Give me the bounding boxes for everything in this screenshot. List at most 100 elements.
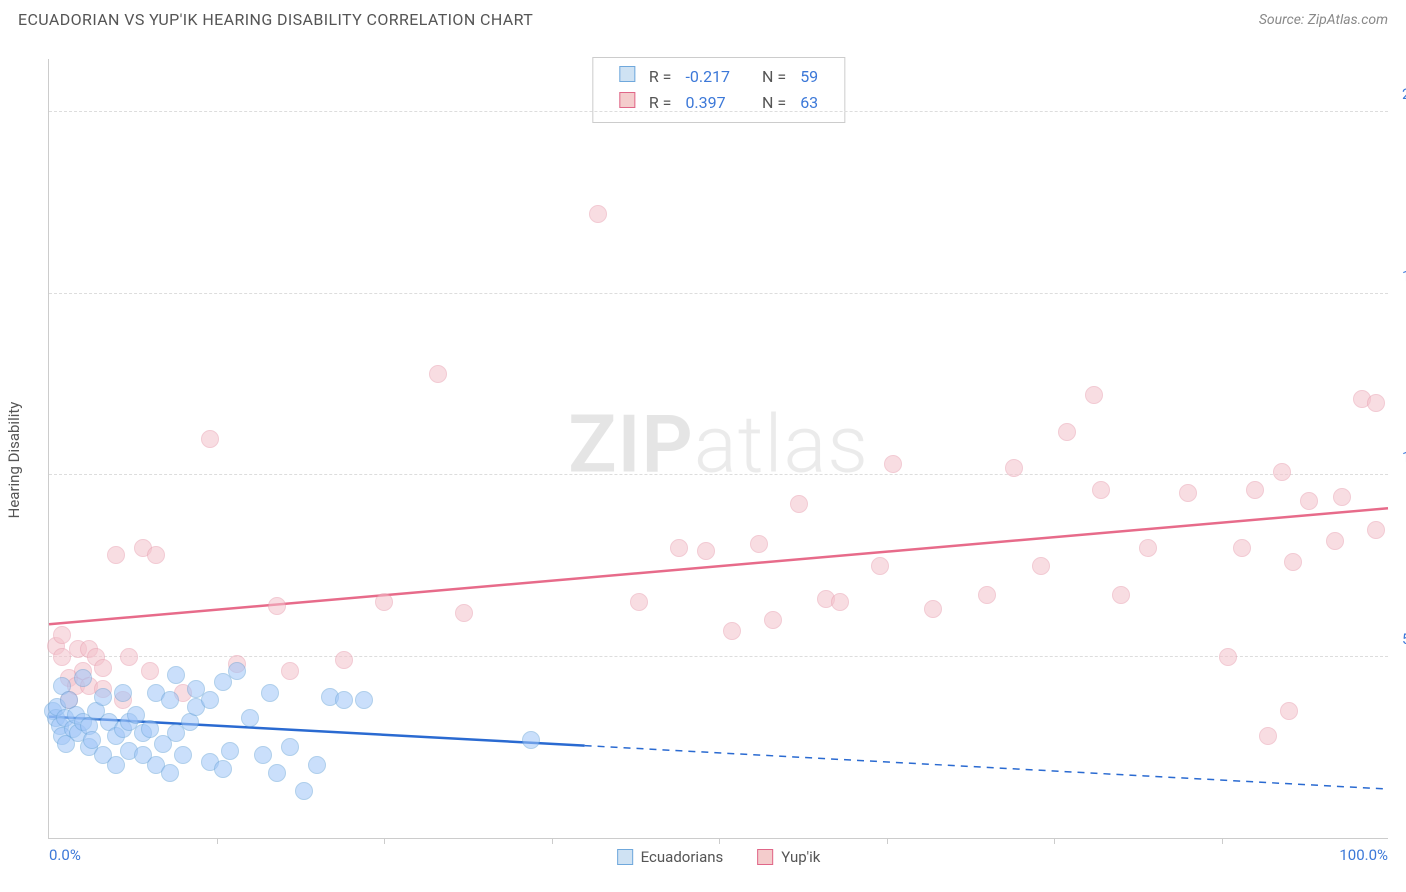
- data-point-b: [924, 600, 942, 618]
- data-point-b: [1058, 423, 1076, 441]
- data-point-b: [120, 648, 138, 666]
- legend-item-b: Yup'ik: [757, 848, 820, 866]
- data-point-a: [201, 691, 219, 709]
- x-tick: [719, 838, 720, 844]
- data-point-a: [141, 720, 159, 738]
- stat-r-label: R =: [643, 65, 678, 89]
- legend-label-a: Ecuadorians: [641, 848, 724, 866]
- x-tick: [217, 838, 218, 844]
- data-point-a: [228, 662, 246, 680]
- data-point-b: [1273, 463, 1291, 481]
- data-point-b: [268, 597, 286, 615]
- data-point-b: [429, 365, 447, 383]
- x-axis-max-label: 100.0%: [1339, 846, 1388, 864]
- data-point-b: [630, 593, 648, 611]
- x-tick: [1222, 838, 1223, 844]
- data-point-a: [241, 709, 259, 727]
- data-point-a: [114, 684, 132, 702]
- data-point-b: [1367, 521, 1385, 539]
- data-point-a: [254, 746, 272, 764]
- data-point-a: [174, 746, 192, 764]
- data-point-a: [94, 688, 112, 706]
- data-point-b: [201, 430, 219, 448]
- swatch-series-b-icon: [757, 849, 773, 865]
- data-point-b: [1367, 394, 1385, 412]
- stat-n-label: N =: [756, 65, 792, 89]
- data-point-a: [161, 764, 179, 782]
- data-point-b: [1179, 484, 1197, 502]
- y-tick-label: 20.0%: [1392, 85, 1406, 103]
- plot-area: ZIPatlas R = -0.217 N = 59 R = 0.397: [48, 59, 1388, 839]
- data-point-b: [335, 651, 353, 669]
- gridline: [49, 293, 1388, 294]
- gridline: [49, 656, 1388, 657]
- data-point-b: [1219, 648, 1237, 666]
- data-point-b: [1005, 459, 1023, 477]
- data-point-b: [978, 586, 996, 604]
- y-tick-label: 10.0%: [1392, 448, 1406, 466]
- data-point-b: [589, 205, 607, 223]
- data-point-a: [74, 669, 92, 687]
- gridline: [49, 111, 1388, 112]
- data-point-a: [261, 684, 279, 702]
- data-point-b: [1246, 481, 1264, 499]
- stat-n-value-a: 59: [794, 65, 824, 89]
- stat-r-value-a: -0.217: [679, 65, 736, 89]
- data-point-b: [723, 622, 741, 640]
- data-point-a: [355, 691, 373, 709]
- data-point-b: [375, 593, 393, 611]
- source-attribution: Source: ZipAtlas.com: [1259, 12, 1388, 28]
- data-point-b: [871, 557, 889, 575]
- y-tick-label: 15.0%: [1392, 267, 1406, 285]
- data-point-a: [522, 731, 540, 749]
- data-point-b: [1300, 492, 1318, 510]
- data-point-b: [1085, 386, 1103, 404]
- legend-item-a: Ecuadorians: [617, 848, 724, 866]
- data-point-b: [697, 542, 715, 560]
- data-point-a: [221, 742, 239, 760]
- data-point-b: [1280, 702, 1298, 720]
- data-point-b: [1333, 488, 1351, 506]
- x-axis-min-label: 0.0%: [49, 846, 81, 864]
- data-point-b: [790, 495, 808, 513]
- x-tick: [887, 838, 888, 844]
- data-point-a: [295, 782, 313, 800]
- data-point-b: [1032, 557, 1050, 575]
- swatch-series-a-icon: [619, 66, 635, 82]
- gridline: [49, 474, 1388, 475]
- data-point-b: [1092, 481, 1110, 499]
- x-tick: [1054, 838, 1055, 844]
- data-point-b: [764, 611, 782, 629]
- data-point-a: [308, 756, 326, 774]
- data-point-b: [1112, 586, 1130, 604]
- swatch-series-b-icon: [619, 92, 635, 108]
- y-tick-label: 5.0%: [1392, 630, 1406, 648]
- x-tick: [384, 838, 385, 844]
- chart-container: Hearing Disability ZIPatlas R = -0.217 N…: [0, 35, 1406, 885]
- chart-title: ECUADORIAN VS YUP'IK HEARING DISABILITY …: [18, 10, 533, 29]
- data-point-b: [455, 604, 473, 622]
- stats-legend-box: R = -0.217 N = 59 R = 0.397 N = 63: [592, 57, 845, 123]
- data-point-b: [1259, 727, 1277, 745]
- y-axis-label: Hearing Disability: [5, 402, 23, 519]
- data-point-b: [281, 662, 299, 680]
- data-point-b: [107, 546, 125, 564]
- data-point-b: [831, 593, 849, 611]
- data-point-a: [335, 691, 353, 709]
- data-point-b: [141, 662, 159, 680]
- data-point-b: [94, 659, 112, 677]
- swatch-series-a-icon: [617, 849, 633, 865]
- data-point-b: [670, 539, 688, 557]
- legend-label-b: Yup'ik: [781, 848, 820, 866]
- data-point-b: [884, 455, 902, 473]
- data-point-a: [214, 760, 232, 778]
- data-point-b: [53, 626, 71, 644]
- data-point-a: [167, 666, 185, 684]
- data-point-b: [1139, 539, 1157, 557]
- data-point-a: [281, 738, 299, 756]
- data-point-b: [1284, 553, 1302, 571]
- data-point-a: [161, 691, 179, 709]
- data-point-b: [750, 535, 768, 553]
- data-point-b: [1326, 532, 1344, 550]
- bottom-legend: Ecuadorians Yup'ik: [617, 848, 821, 866]
